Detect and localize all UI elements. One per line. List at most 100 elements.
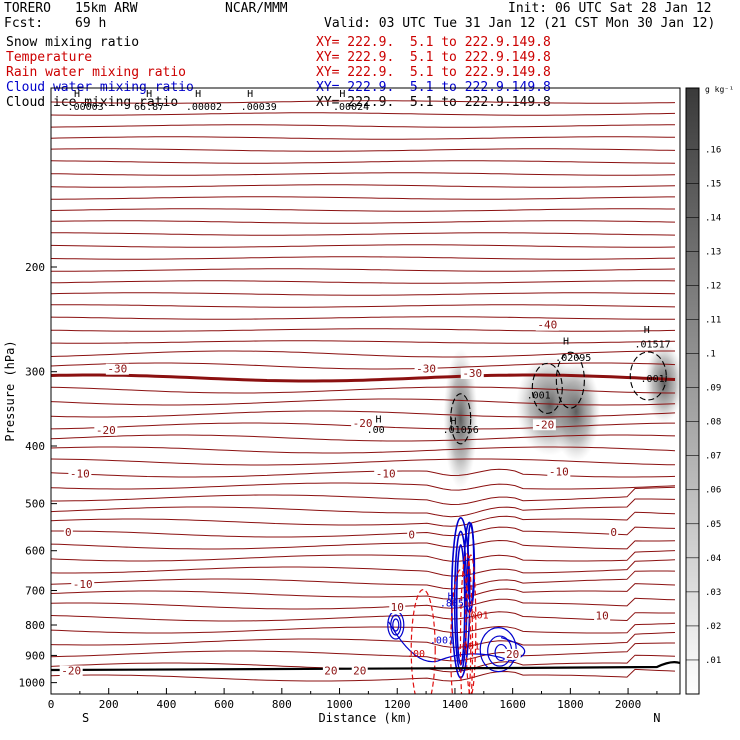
field-max-label: .001 [456,642,480,653]
field-max-label: .8651 [440,599,470,610]
colorbar-tick-label: .16 [705,145,721,155]
colorbar-tick-label: .15 [705,179,721,189]
y-tick-label: 1000 [19,677,46,690]
x-tick-label: 0 [48,698,55,711]
isotherm [51,244,676,248]
isotherm [51,398,676,406]
field-name-snow: Snow mixing ratio [6,35,140,50]
isotherm-label-bg [322,665,339,677]
x-tick-label: 800 [272,698,292,711]
isotherm [51,220,676,224]
top-max-label: 66.87 [134,102,164,113]
x-tick-label: 2000 [615,698,642,711]
isotherm-label: 0 [408,528,415,541]
isotherm [51,632,676,648]
isotherm-label: -10 [70,467,90,480]
isotherm [51,511,676,527]
y-tick-label: 400 [25,440,45,453]
isotherm [51,668,676,682]
isotherm-label: 10 [391,601,404,614]
snow-core-shade [552,361,601,462]
field-max-label: .001 [465,610,489,621]
isotherm-label: 10 [595,609,608,622]
colorbar-tick-label: .06 [705,486,721,496]
isotherm [51,268,676,272]
isotherm [51,434,676,442]
field-max-label: .00 [367,425,385,436]
isotherm-label-bg [535,319,559,331]
snow-core-shade [645,342,680,423]
isotherm-label: -30 [416,363,436,376]
isotherm [51,292,676,296]
rain-contour [450,569,472,694]
endpoint-south: S [82,711,89,725]
organization: NCAR/MMM [225,1,288,16]
top-max-label: .00039 [241,102,277,113]
isotherm-label: -10 [549,466,569,479]
rain-contour [465,554,477,694]
header: TORERO 15km ARW NCAR/MMM Init: 06 UTC Sa… [0,0,740,115]
field-xy-snow: XY= 222.9. 5.1 to 222.9.149.8 [316,35,551,50]
isotherm-label-bg [105,363,129,375]
colorbar-tick-label: .11 [705,316,721,326]
field-xy-rain: XY= 222.9. 5.1 to 222.9.149.8 [316,65,551,80]
plot-border [50,87,681,695]
x-tick-label: 400 [156,698,176,711]
top-max-label: H [146,89,152,100]
field-max-label: .00 [407,649,425,660]
colorbar-tick-label: .1 [705,350,716,360]
isotherm-label-bg [94,424,118,436]
isotherm [51,232,676,236]
isotherm-label-bg [504,648,521,660]
isotherm-label-bg [389,602,406,614]
field-max-label: .001 [641,374,665,385]
isotherm-label: 20 [506,648,519,661]
isotherm [51,583,676,600]
isotherm-zero [51,373,676,383]
isotherm-label-bg [351,665,368,677]
model-resolution: 15km ARW [75,1,138,16]
isotherm [51,160,676,164]
ice-contour [450,393,472,445]
x-axis-title: Distance (km) [319,711,413,725]
field-max-label: .001 [527,391,551,402]
ice-contour [629,351,667,401]
isotherm-label: 0 [65,526,72,539]
isotherm [51,559,676,577]
colorbar-tick-label: .09 [705,384,721,394]
isotherm [51,148,676,152]
ice-contour [555,351,585,409]
x-tick-label: 1800 [557,698,584,711]
forecast-label: Fcst: [4,16,44,31]
isotherm [51,458,676,466]
y-tick-label: 600 [25,545,45,558]
isotherm [51,570,676,590]
terrain-line [51,661,680,672]
top-max-label: .00002 [186,102,222,113]
isotherm [51,622,676,634]
contour-labels: -30 -20 -10 0 -10 -20 -20 -30 -10 -30 -10 -40 -20 0 0 1… [59,89,671,677]
colorbar-tick-label: .13 [705,247,721,257]
isotherm [51,100,676,104]
isotherm-label: -20 [534,418,554,431]
isotherm-label-bg [351,417,375,429]
colorbar-tick-label: .05 [705,520,721,530]
y-tick-label: 300 [25,366,45,379]
rain-contour [410,589,436,694]
field-max-label: .001 [430,636,454,647]
isotherm [51,208,675,212]
isotherm [51,112,676,116]
isotherm-label: 20 [353,664,366,677]
field-max-label: H [375,414,381,425]
isotherm-label: -20 [61,664,81,677]
isotherm [51,172,676,176]
top-max-label: .00024 [333,102,369,113]
field-max-label: .01517 [635,339,671,350]
isotherm [51,280,676,284]
y-tick-label: 500 [25,498,45,511]
colorbar-scale [685,87,700,695]
field-max-label: H [450,416,456,427]
isotherm [51,611,675,622]
isotherm [51,328,676,332]
isotherm [51,304,676,308]
